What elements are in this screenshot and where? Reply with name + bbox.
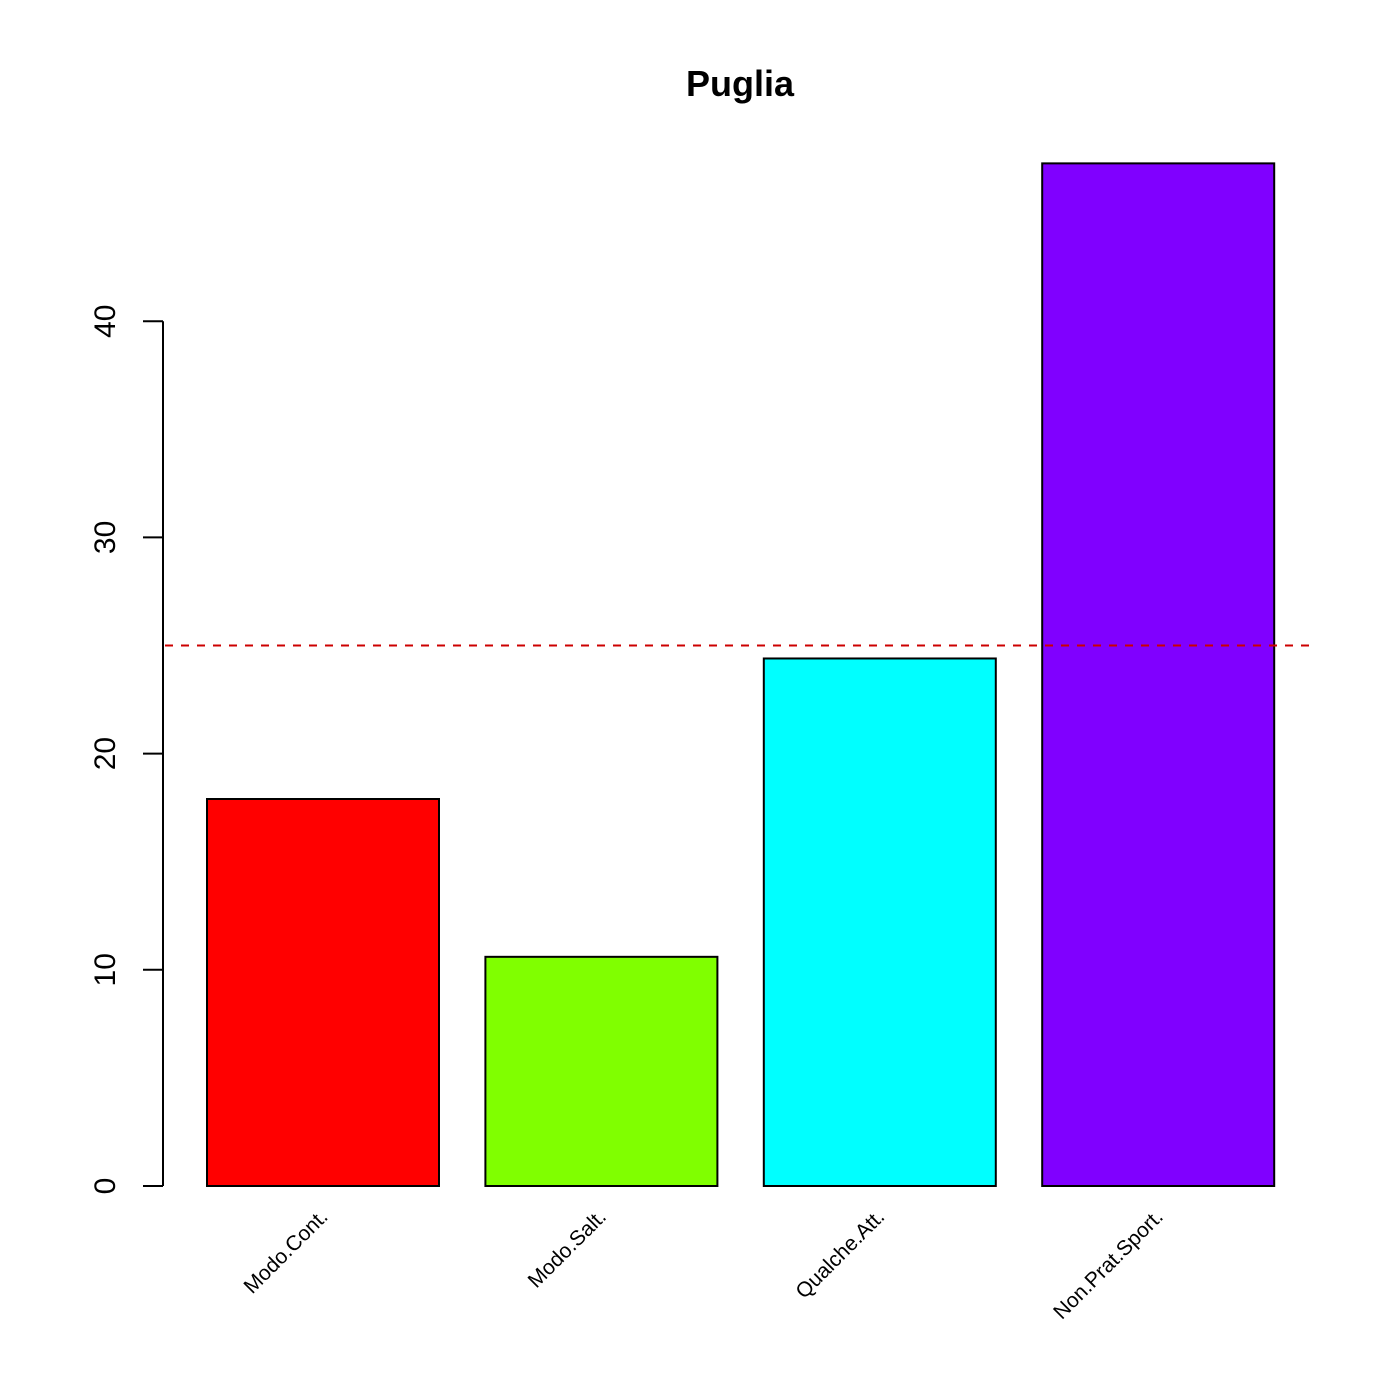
y-tick-label: 10 (89, 953, 122, 986)
x-tick-label: Non.Prat.Sport. (1049, 1205, 1168, 1324)
bar-3 (762, 657, 997, 1187)
bar-4 (1041, 162, 1276, 1187)
y-tick-label: 40 (89, 305, 122, 338)
y-tick-label: 20 (89, 737, 122, 770)
chart-title: Puglia (686, 63, 795, 104)
bar-2 (484, 955, 719, 1187)
x-axis-labels: Modo.Cont. Modo.Salt. Qualche.Att. Non.Prat… (240, 1205, 1168, 1324)
x-tick-label: Modo.Salt. (524, 1205, 611, 1292)
y-tick-label: 0 (89, 1178, 122, 1195)
x-tick-label: Modo.Cont. (240, 1205, 333, 1298)
bars-group (206, 162, 1276, 1187)
y-tick-label: 30 (89, 521, 122, 554)
bar-1 (206, 798, 440, 1187)
y-axis: 0 10 20 30 40 (89, 305, 164, 1195)
x-tick-label: Qualche.Att. (791, 1205, 889, 1303)
